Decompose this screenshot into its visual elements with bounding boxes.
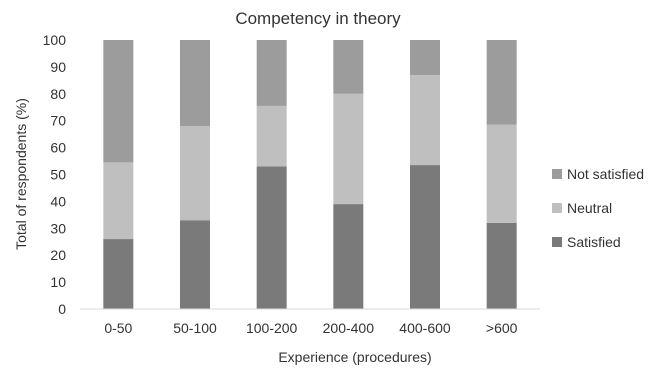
y-tick-label: 40 — [50, 193, 66, 209]
x-axis-title: Experience (procedures) — [278, 349, 431, 365]
bar-satisfied-0 — [103, 239, 134, 309]
x-tick-label: 0-50 — [104, 320, 132, 336]
bar-not-satisfied-2 — [256, 40, 287, 106]
x-tick-label: 50-100 — [173, 320, 217, 336]
y-tick-label: 50 — [50, 167, 66, 183]
bars-layer — [103, 40, 517, 309]
x-tick-label: 400-600 — [399, 320, 451, 336]
y-tick-label: 90 — [50, 59, 66, 75]
legend-swatch-not-satisfied — [552, 169, 562, 179]
legend-swatch-neutral — [552, 203, 562, 213]
bar-neutral-2 — [256, 105, 287, 167]
y-tick-label: 60 — [50, 140, 66, 156]
bar-not-satisfied-5 — [486, 40, 517, 125]
y-tick-label: 80 — [50, 86, 66, 102]
bar-satisfied-3 — [333, 204, 364, 309]
bar-not-satisfied-3 — [333, 40, 364, 94]
y-tick-label: 0 — [58, 301, 66, 317]
bar-not-satisfied-1 — [180, 40, 210, 127]
bar-neutral-0 — [103, 162, 134, 240]
bar-neutral-5 — [486, 124, 517, 223]
y-axis-title: Total of respondents (%) — [13, 98, 29, 250]
y-tick-label: 100 — [43, 32, 67, 48]
chart-title: Competency in theory — [235, 9, 401, 28]
legend-label-not-satisfied: Not satisfied — [567, 166, 644, 182]
legend-label-satisfied: Satisfied — [567, 234, 621, 250]
bar-satisfied-5 — [486, 222, 517, 309]
x-tick-label: 200-400 — [323, 320, 375, 336]
legend-label-neutral: Neutral — [567, 200, 612, 216]
x-tick-label: 100-200 — [246, 320, 298, 336]
bar-not-satisfied-4 — [410, 40, 440, 75]
bar-not-satisfied-0 — [103, 40, 134, 163]
bar-neutral-1 — [180, 126, 210, 221]
y-tick-label: 30 — [50, 220, 66, 236]
y-axis: 0 10 20 30 40 50 60 70 80 90 100 — [43, 32, 67, 317]
y-tick-label: 20 — [50, 247, 66, 263]
legend-swatch-satisfied — [552, 237, 562, 247]
bar-satisfied-1 — [180, 220, 210, 309]
x-tick-label: >600 — [486, 320, 518, 336]
x-axis: 0-50 50-100 100-200 200-400 400-600 >600 — [80, 308, 540, 336]
legend: Not satisfied Neutral Satisfied — [552, 166, 644, 250]
bar-satisfied-2 — [256, 166, 287, 309]
y-tick-label: 10 — [50, 274, 66, 290]
bar-satisfied-4 — [410, 165, 440, 309]
bar-neutral-3 — [333, 93, 364, 205]
y-tick-label: 70 — [50, 113, 66, 129]
bar-neutral-4 — [410, 74, 440, 166]
